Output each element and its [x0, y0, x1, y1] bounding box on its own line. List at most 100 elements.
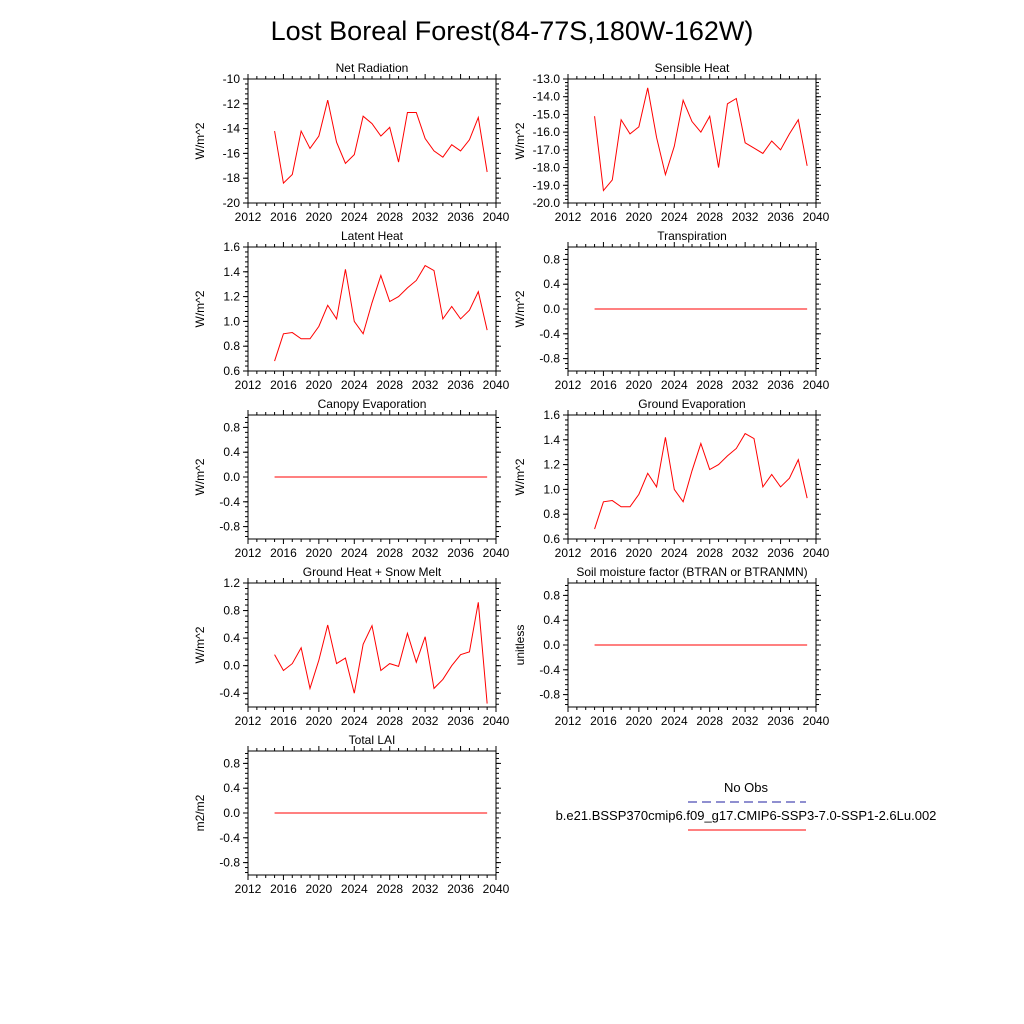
chart-1-xtick-label: 2020: [626, 210, 653, 224]
chart-3-ytick-label: -0.4: [539, 327, 560, 341]
chart-3-ylabel: W/m^2: [513, 290, 527, 327]
chart-1-panel: Sensible Heat -20.0 -19.0 -18.0 -17.0 -16.0 -1…: [513, 61, 830, 224]
chart-4-xtick-label: 2020: [306, 546, 333, 560]
chart-0-ytick-label: -18: [223, 171, 241, 185]
chart-8-ytick-label: 0.0: [223, 806, 240, 820]
chart-5-xtick-label: 2012: [555, 546, 582, 560]
chart-2-ytick-label: 1.6: [223, 240, 240, 254]
chart-6-xtick-label: 2032: [412, 714, 439, 728]
chart-3-panel: Transpiration -0.8 -0.4 0.0 0.4 0.8 2012 2016 20…: [513, 229, 830, 392]
chart-3-xtick-label: 2020: [626, 378, 653, 392]
chart-4-ytick-label: 0.0: [223, 470, 240, 484]
chart-6-xtick-label: 2036: [447, 714, 474, 728]
chart-6-series-line: [274, 602, 488, 704]
chart-6-ytick-label: 1.2: [223, 576, 240, 590]
chart-1-xtick-label: 2036: [767, 210, 794, 224]
chart-7-ytick-label: -0.8: [539, 688, 560, 702]
chart-2-ytick-label: 0.8: [223, 339, 240, 353]
chart-3-xtick-label: 2040: [803, 378, 830, 392]
chart-8-panel: Total LAI -0.8 -0.4 0.0 0.4 0.8 2012 2016 2020 20…: [193, 733, 510, 896]
chart-3-xtick-label: 2032: [732, 378, 759, 392]
chart-3-ytick-label: 0.8: [543, 252, 560, 266]
chart-0-xtick-label: 2036: [447, 210, 474, 224]
chart-6-xtick-label: 2012: [235, 714, 262, 728]
chart-1-ytick-label: -15.0: [533, 107, 561, 121]
chart-4-panel: Canopy Evaporation -0.8 -0.4 0.0 0.4 0.8 2012 2…: [193, 397, 510, 560]
chart-5-xtick-label: 2024: [661, 546, 688, 560]
chart-1-ytick-label: -14.0: [533, 90, 561, 104]
chart-5-ytick-label: 1.6: [543, 408, 560, 422]
chart-7-ytick-label: 0.8: [543, 588, 560, 602]
chart-5-plot-frame: [567, 414, 817, 540]
chart-4-xtick-label: 2024: [341, 546, 368, 560]
chart-5-ytick-label: 0.8: [543, 507, 560, 521]
chart-5-ytick-label: 0.6: [543, 532, 560, 546]
chart-5-xtick-label: 2036: [767, 546, 794, 560]
chart-4-ytick-label: -0.4: [219, 495, 240, 509]
chart-4-ytick-label: 0.4: [223, 445, 240, 459]
chart-2-ylabel: W/m^2: [193, 290, 207, 327]
chart-6-plot-frame: [247, 582, 497, 708]
chart-7-xtick-label: 2024: [661, 714, 688, 728]
chart-1-xtick-label: 2012: [555, 210, 582, 224]
chart-4-ylabel: W/m^2: [193, 458, 207, 495]
chart-7-panel: Soil moisture factor (BTRAN or BTRANMN) -…: [513, 565, 830, 728]
legend: No Obs b.e21.BSSP370cmip6.f09_g17.CMIP6-…: [556, 780, 936, 831]
chart-2-ytick-label: 1.4: [223, 265, 240, 279]
figure-title: Lost Boreal Forest(84-77S,180W-162W): [271, 16, 754, 46]
chart-0-xtick-label: 2012: [235, 210, 262, 224]
chart-1-title: Sensible Heat: [655, 61, 730, 75]
chart-6-ytick-label: -0.4: [219, 686, 240, 700]
chart-4-xtick-label: 2028: [376, 546, 403, 560]
chart-8-ylabel: m2/m2: [193, 794, 207, 831]
chart-8-ytick-label: -0.4: [219, 831, 240, 845]
chart-1-series-line: [594, 87, 808, 192]
chart-2-xtick-label: 2036: [447, 378, 474, 392]
chart-8-title: Total LAI: [349, 733, 396, 747]
chart-2-ytick-label: 0.6: [223, 364, 240, 378]
chart-5-title: Ground Evaporation: [638, 397, 745, 411]
chart-1-xtick-label: 2024: [661, 210, 688, 224]
chart-6-xtick-label: 2028: [376, 714, 403, 728]
chart-5-xtick-label: 2020: [626, 546, 653, 560]
chart-0-xtick-label: 2028: [376, 210, 403, 224]
chart-2-ytick-label: 1.0: [223, 314, 240, 328]
chart-6-xtick-label: 2016: [270, 714, 297, 728]
chart-0-xtick-label: 2024: [341, 210, 368, 224]
chart-6-xtick-label: 2040: [483, 714, 510, 728]
chart-2-plot-frame: [247, 246, 497, 372]
chart-7-ytick-label: -0.4: [539, 663, 560, 677]
chart-6-ylabel: W/m^2: [193, 626, 207, 663]
chart-7-ylabel: unitless: [513, 625, 527, 666]
chart-0-panel: Net Radiation -20 -18 -16 -14 -12 -10 2012 2016 2…: [193, 61, 510, 224]
chart-5-xtick-label: 2028: [696, 546, 723, 560]
chart-3-xtick-label: 2024: [661, 378, 688, 392]
chart-3-xtick-label: 2028: [696, 378, 723, 392]
chart-8-ytick-label: 0.4: [223, 781, 240, 795]
chart-2-ytick-label: 1.2: [223, 290, 240, 304]
chart-0-ytick-label: -12: [223, 97, 241, 111]
chart-4-xtick-label: 2012: [235, 546, 262, 560]
chart-7-xtick-label: 2040: [803, 714, 830, 728]
chart-1-ytick-label: -19.0: [533, 178, 561, 192]
chart-0-title: Net Radiation: [336, 61, 409, 75]
chart-2-series-line: [274, 264, 488, 362]
chart-4-title: Canopy Evaporation: [318, 397, 427, 411]
chart-4-xtick-label: 2016: [270, 546, 297, 560]
chart-4-ytick-label: 0.8: [223, 420, 240, 434]
chart-6-xtick-label: 2020: [306, 714, 333, 728]
chart-2-xtick-label: 2020: [306, 378, 333, 392]
chart-1-ytick-label: -17.0: [533, 143, 561, 157]
chart-1-xtick-label: 2028: [696, 210, 723, 224]
chart-8-xtick-label: 2020: [306, 882, 333, 896]
chart-2-xtick-label: 2012: [235, 378, 262, 392]
chart-1-ytick-label: -13.0: [533, 72, 561, 86]
chart-1-xtick-label: 2016: [590, 210, 617, 224]
chart-3-title: Transpiration: [657, 229, 727, 243]
chart-2-panel: Latent Heat 0.6 0.8 1.0 1.2 1.4 1.6 2012 2016 202…: [193, 229, 510, 392]
chart-3-xtick-label: 2016: [590, 378, 617, 392]
chart-5-xtick-label: 2016: [590, 546, 617, 560]
chart-1-ytick-label: -18.0: [533, 161, 561, 175]
chart-7-xtick-label: 2016: [590, 714, 617, 728]
chart-1-plot-frame: [567, 78, 817, 204]
